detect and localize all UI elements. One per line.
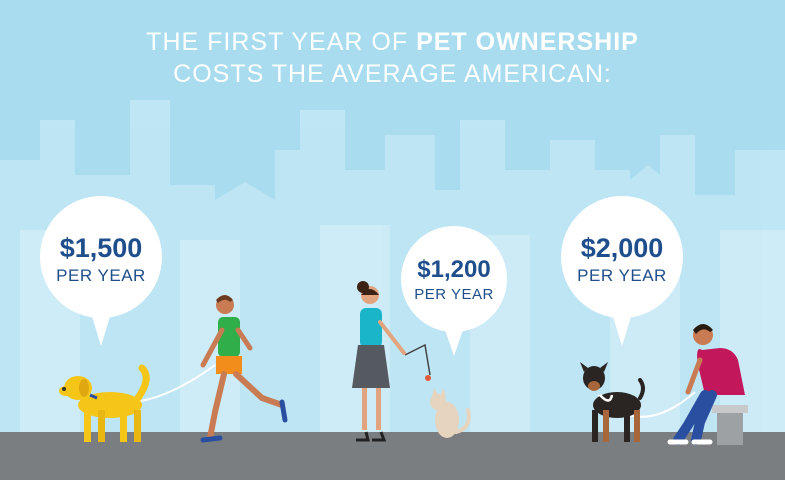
- cost-amount: $1,200: [417, 256, 491, 283]
- cost-bubble-cat-owner: $1,200 PER YEAR: [401, 226, 507, 356]
- black-dog-icon: [580, 362, 645, 442]
- cost-period: PER YEAR: [577, 266, 667, 285]
- headline-line-2: COSTS THE AVERAGE AMERICAN:: [173, 60, 612, 88]
- woman-icon: [352, 281, 406, 442]
- cat-wand: [404, 343, 431, 376]
- running-man-icon: [200, 295, 288, 443]
- cost-bubble-sitting-owner: $2,000 PER YEAR: [561, 196, 683, 346]
- cat-icon: [425, 375, 471, 438]
- cost-period: PER YEAR: [414, 286, 494, 303]
- sitting-man-icon: [667, 324, 748, 445]
- headline-prefix: THE FIRST YEAR OF: [146, 28, 409, 56]
- cost-amount: $2,000: [580, 233, 664, 263]
- golden-dog-icon: [59, 364, 150, 442]
- cost-amount: $1,500: [59, 233, 143, 263]
- bubble-tail: [443, 324, 465, 356]
- headline-emphasis: PET OWNERSHIP: [416, 28, 639, 56]
- headline-line-1: THE FIRST YEAR OF PET OWNERSHIP: [0, 28, 785, 57]
- cost-period: PER YEAR: [56, 266, 146, 285]
- bubble-tail: [90, 310, 112, 346]
- cost-bubble-dog-walker: $1,500 PER YEAR: [40, 196, 162, 346]
- bubble-tail: [611, 310, 633, 346]
- sidewalk-ground: [0, 432, 785, 480]
